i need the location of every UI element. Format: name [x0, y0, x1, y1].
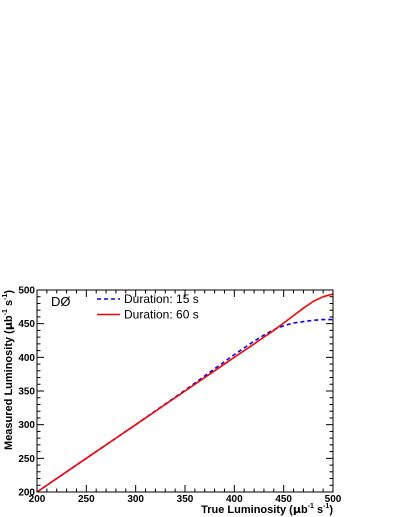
legend: Duration: 15 s Duration: 60 s [97, 292, 199, 322]
y-tick-label: 350 [18, 387, 35, 398]
series-line-1 [36, 318, 333, 493]
y-axis-title: Measured Luminosity (μb-1 s-1) [2, 290, 15, 450]
plot-frame [36, 289, 334, 493]
tick-labels: 200 250 300 350 400 450 500 200 250 300 350 400 450 5… [18, 286, 341, 506]
y-tick-label: 450 [18, 319, 35, 330]
x-tick-label: 450 [275, 494, 292, 505]
x-tick-label: 200 [29, 494, 46, 505]
y-tick-label: 250 [18, 454, 35, 465]
x-tick-label: 250 [78, 494, 95, 505]
y-tick-label: 500 [18, 286, 35, 297]
y-tick-label: 200 [18, 488, 35, 499]
y-tick-label: 400 [18, 353, 35, 364]
experiment-label: DØ [51, 294, 71, 309]
x-tick-label: 400 [226, 494, 243, 505]
series-line-2 [36, 293, 334, 493]
legend-label: Duration: 15 s [124, 292, 199, 306]
legend-label: Duration: 60 s [124, 308, 199, 322]
y-tick-label: 300 [18, 420, 35, 431]
x-axis-title: True Luminosity (μb-1 s-1) [201, 503, 333, 516]
x-tick-label: 500 [325, 494, 342, 505]
series-layer [36, 293, 334, 493]
x-tick-label: 300 [127, 494, 144, 505]
x-tick-label: 350 [177, 494, 194, 505]
